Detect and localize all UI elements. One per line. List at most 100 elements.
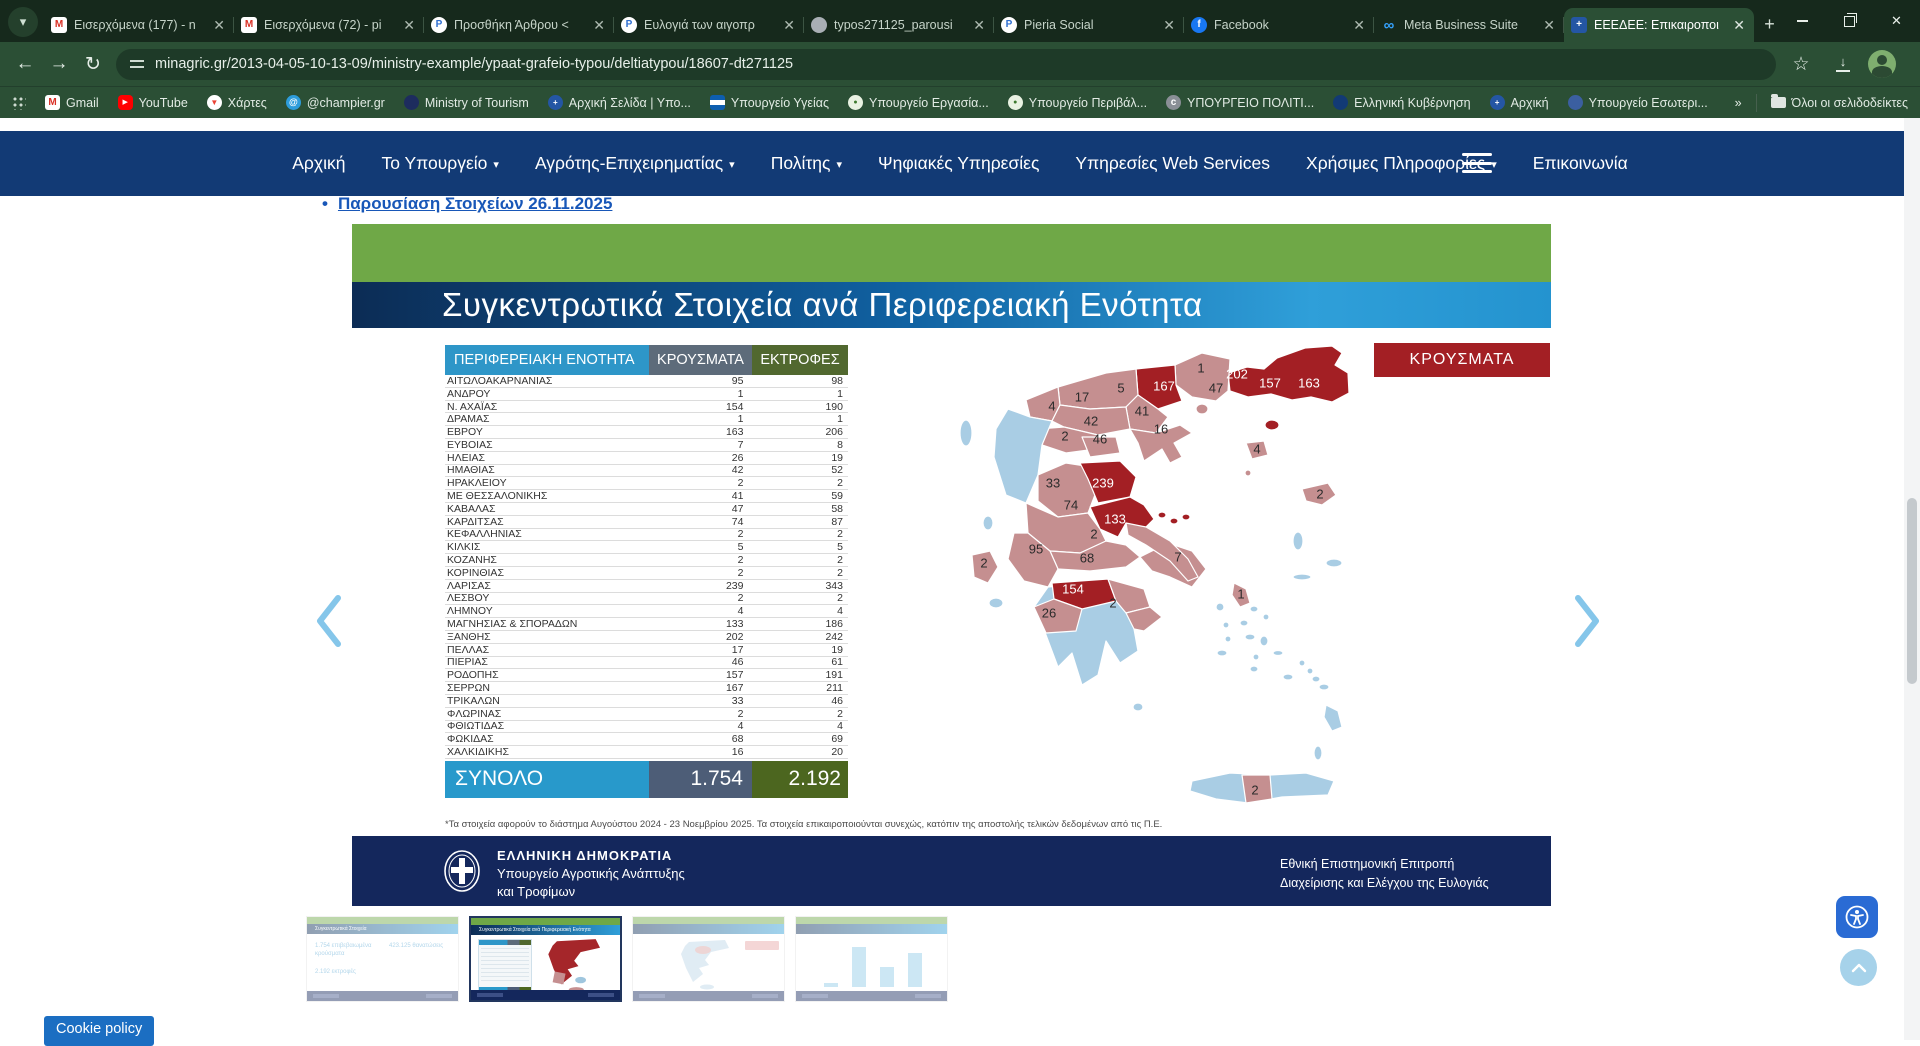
menu-dots-icon[interactable]: ⋮	[1904, 47, 1920, 81]
browser-tab[interactable]: ΕΕΕΔΕΕ: Επικαιροποι ✕	[1564, 8, 1754, 42]
bookmark-item[interactable]: @champier.gr	[285, 95, 385, 110]
nav-menu-item[interactable]: Επικοινωνία ▾	[1533, 153, 1628, 174]
refresh-icon[interactable]: ↻	[85, 53, 101, 75]
nav-menu-item[interactable]: Αρχική ▾	[292, 153, 345, 174]
thumbnail-table-map-slide[interactable]: Συγκεντρωτικά Στοιχεία ανά Περιφερειακή …	[469, 916, 622, 1002]
tab-close-icon[interactable]: ✕	[1353, 16, 1365, 33]
committee-line2: Διαχείρισης και Ελέγχου της Ευλογιάς	[1280, 875, 1489, 890]
apps-grid-icon[interactable]	[12, 95, 26, 110]
nav-item-label: Ψηφιακές Υπηρεσίες	[877, 153, 1040, 173]
bookmark-item[interactable]: Gmail	[45, 95, 99, 110]
accessibility-widget-button[interactable]	[1836, 896, 1878, 938]
map-case-count: 46	[1092, 431, 1108, 447]
browser-tab[interactable]: Εισερχόμενα (72) - pi ✕	[234, 8, 424, 42]
region-name: ΚΟΡΙΝΘΙΑΣ	[447, 566, 504, 579]
nav-menu-item[interactable]: Το Υπουργείο ▾	[381, 153, 499, 174]
tab-search-button[interactable]: ▾	[8, 7, 38, 37]
new-tab-button[interactable]: +	[1764, 13, 1775, 34]
bookmark-item[interactable]: Ministry of Tourism	[403, 95, 529, 110]
tune-icon[interactable]	[130, 58, 144, 70]
nav-menu-item[interactable]: Αγρότης-Επιχειρηματίας ▾	[535, 153, 735, 174]
thumbnail-weekly-map-slide[interactable]	[632, 916, 785, 1002]
divider	[1755, 93, 1757, 112]
cases-value: 2	[737, 528, 744, 541]
back-icon[interactable]: ←	[15, 53, 35, 74]
bookmark-item[interactable]: ΥΠΟΥΡΓΕΙΟ ΠΟΛΙΤΙ...	[1166, 95, 1314, 110]
browser-tab[interactable]: Ευλογιά των αιγοπρ ✕	[614, 8, 804, 42]
all-bookmarks-button[interactable]: Όλοι οι σελιδοδείκτες	[1770, 94, 1908, 110]
bookmark-item[interactable]: Υπουργείο Εργασία...	[847, 95, 989, 110]
browser-tab[interactable]: typos271125_parousi ✕	[804, 8, 994, 42]
thumb2-mini-map	[548, 939, 600, 993]
bookmark-label: Υπουργείο Εσωτερι...	[1588, 95, 1708, 110]
browser-tab[interactable]: Προσθήκη Άρθρου < ✕	[424, 8, 614, 42]
region-name: ΛΗΜΝΟΥ	[447, 605, 493, 618]
bookmark-label: Ελληνική Κυβέρνηση	[1354, 95, 1471, 110]
tab-close-icon[interactable]: ✕	[213, 16, 225, 33]
nav-menu-item[interactable]: Υπηρεσίες Web Services ▾	[1075, 153, 1270, 174]
browser-tab[interactable]: Εισερχόμενα (177) - n ✕	[44, 8, 234, 42]
bookmark-star-icon[interactable]: ☆	[1792, 53, 1810, 75]
forward-icon[interactable]: →	[49, 53, 69, 74]
cases-value: 2	[737, 554, 744, 567]
bookmark-item[interactable]: Υπουργείο Εσωτερι...	[1567, 95, 1708, 110]
carousel-next-button[interactable]	[1570, 592, 1604, 650]
tab-close-icon[interactable]: ✕	[593, 16, 605, 33]
bookmarks-overflow-icon[interactable]: »	[1734, 95, 1742, 110]
thumbnail-bar-chart-slide[interactable]	[795, 916, 948, 1002]
cases-value: 7	[737, 438, 744, 451]
browser-tab[interactable]: Pieria Social ✕	[994, 8, 1184, 42]
nav-menu-item[interactable]: Πολίτης ▾	[771, 153, 842, 174]
table-row: ΜΑΓΝΗΣΙΑΣ & ΣΠΟΡΑΔΩΝ 133 186	[445, 618, 848, 631]
tab-favicon	[621, 17, 637, 33]
thumb1-title: Συγκεντρωτικά Στοιχεία	[307, 924, 458, 934]
tab-close-icon[interactable]: ✕	[973, 16, 985, 33]
table-total-row: ΣΥΝΟΛΟ 1.754 2.192	[445, 760, 848, 798]
download-icon[interactable]: ↓	[1826, 47, 1860, 81]
bookmark-item[interactable]: Χάρτες	[206, 95, 267, 110]
map-case-count: 239	[1092, 475, 1114, 491]
browser-tab[interactable]: Facebook ✕	[1184, 8, 1374, 42]
hamburger-menu-icon[interactable]	[1462, 153, 1492, 173]
region-name: ΚΕΦΑΛΛΗΝΙΑΣ	[447, 528, 522, 541]
region-name: ΗΛΕΙΑΣ	[447, 451, 486, 464]
map-case-count: 1	[1197, 360, 1205, 376]
press-release-link[interactable]: • Παρουσίαση Στοιχείων 26.11.2025	[322, 194, 612, 214]
cases-value: 42	[731, 464, 744, 477]
bookmark-item[interactable]: Υπουργείο Υγείας	[709, 95, 829, 110]
close-button[interactable]: ✕	[1891, 13, 1902, 28]
region-name: ΞΑΝΘΗΣ	[447, 630, 491, 643]
profile-avatar[interactable]	[1868, 50, 1896, 78]
tab-close-icon[interactable]: ✕	[403, 16, 415, 33]
farms-value: 2	[837, 528, 843, 541]
farms-value: 2	[837, 566, 843, 579]
bookmark-item[interactable]: Αρχική Σελίδα | Υπο...	[547, 95, 691, 110]
minimize-button[interactable]	[1779, 0, 1826, 42]
thumbnail-summary-slide[interactable]: Συγκεντρωτικά Στοιχεία 1.754 επιβεβαιωμέ…	[306, 916, 459, 1002]
tab-favicon	[1001, 17, 1017, 33]
column-header-region: ΠΕΡΙΦΕΡΕΙΑΚΗ ΕΝΟΤΗΤΑ	[445, 345, 649, 375]
address-bar[interactable]: minagric.gr/2013-04-05-10-13-09/ministry…	[116, 48, 1776, 80]
scrollbar-thumb[interactable]	[1907, 498, 1917, 684]
region-name: ΦΘΙΩΤΙΔΑΣ	[447, 720, 505, 733]
tab-close-icon[interactable]: ✕	[783, 16, 795, 33]
bookmark-item[interactable]: Υπουργείο Περιβάλ...	[1007, 95, 1147, 110]
browser-tab[interactable]: Meta Business Suite ✕	[1374, 8, 1564, 42]
cookie-policy-button[interactable]: Cookie policy	[44, 1016, 155, 1046]
tab-close-icon[interactable]: ✕	[1733, 16, 1745, 33]
bookmark-item[interactable]: YouTube	[117, 95, 188, 110]
farms-value: 2	[837, 477, 843, 490]
cases-value: 4	[737, 605, 744, 618]
url-text[interactable]: minagric.gr/2013-04-05-10-13-09/ministry…	[155, 56, 794, 72]
carousel-prev-button[interactable]	[312, 592, 346, 650]
nav-menu-item[interactable]: Ψηφιακές Υπηρεσίες ▾	[878, 153, 1039, 174]
nav-menu-item[interactable]: Χρήσιμες Πληροφορίες ▾	[1306, 153, 1497, 174]
restore-button[interactable]	[1826, 0, 1873, 42]
bookmark-item[interactable]: Ελληνική Κυβέρνηση	[1333, 95, 1471, 110]
page-scrollbar[interactable]	[1904, 118, 1920, 1040]
chevron-down-icon: ▾	[1491, 159, 1497, 171]
tab-close-icon[interactable]: ✕	[1163, 16, 1175, 33]
bookmark-item[interactable]: Αρχική	[1489, 95, 1549, 110]
scroll-to-top-button[interactable]	[1840, 949, 1877, 986]
tab-close-icon[interactable]: ✕	[1543, 16, 1555, 33]
